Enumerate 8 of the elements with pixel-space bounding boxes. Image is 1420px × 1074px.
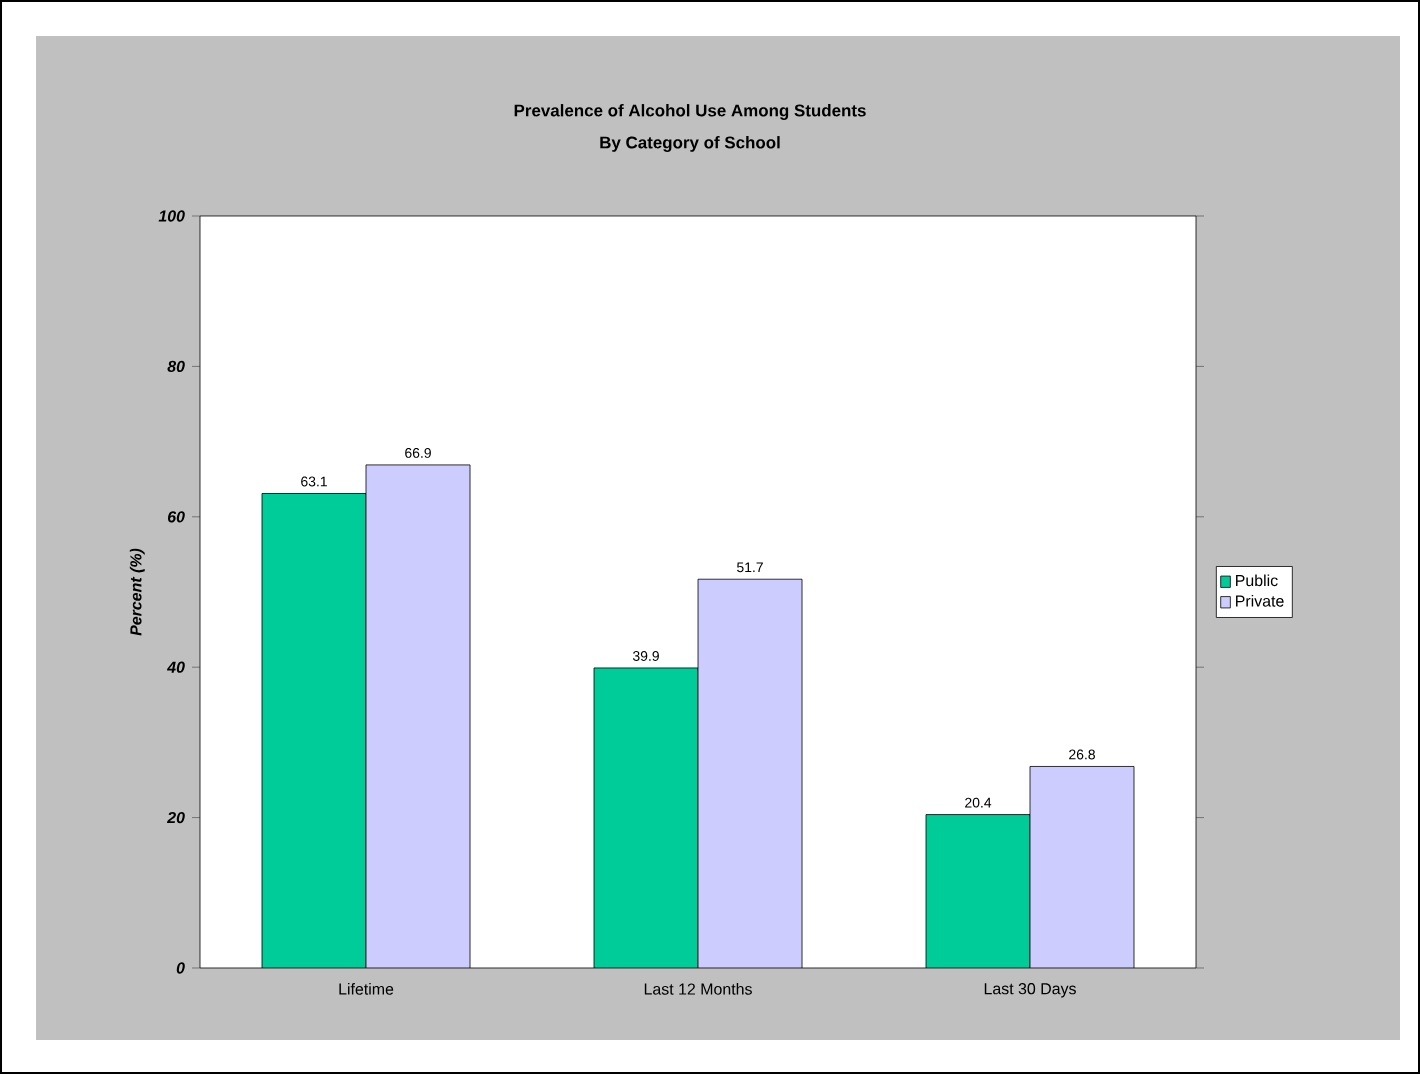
bar — [1029, 766, 1135, 968]
bar — [697, 578, 803, 968]
chart-title: Prevalence of Alcohol Use Among Students — [514, 104, 866, 120]
bar — [593, 667, 699, 968]
bar — [261, 493, 367, 968]
bar — [925, 814, 1031, 968]
chart-subtitle: By Category of School — [600, 136, 780, 152]
bar — [365, 464, 471, 968]
